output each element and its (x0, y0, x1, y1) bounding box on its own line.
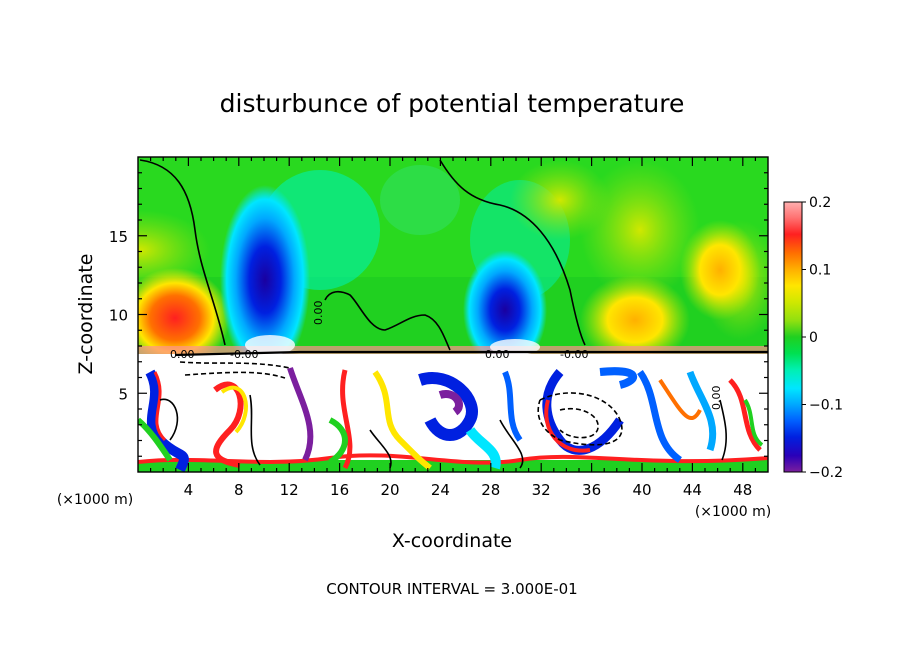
x-tick-label: 40 (632, 481, 651, 499)
x-tick-label: 12 (280, 481, 299, 499)
x-axis-label: X-coordinate (392, 530, 512, 552)
x-tick-label: 16 (330, 481, 349, 499)
x-tick-label: 24 (431, 481, 450, 499)
contour-label: 0.00 (485, 348, 510, 361)
contour-labels: 0.00 -0.00 0.00 -0.00 0.00 0.00 (170, 301, 723, 411)
axis-ticks (138, 157, 768, 472)
contour-label: 0.00 (170, 348, 195, 361)
colorbar-label: 0 (809, 330, 818, 346)
x-tick-label: 48 (733, 481, 752, 499)
x-tick-label: 4 (184, 481, 194, 499)
x-tick-label: 44 (683, 481, 702, 499)
x-tick-label: 36 (582, 481, 601, 499)
warm-anomaly-left (138, 268, 230, 368)
y-tick-label: 10 (109, 307, 128, 325)
chart-title: disturbunce of potential temperature (220, 89, 685, 118)
lower-layer (138, 354, 768, 472)
contour-label: 0.00 (312, 301, 325, 326)
x-tick-labels: 4 8 12 16 20 24 28 32 36 40 44 48 (184, 481, 753, 499)
x-tick-label: 32 (532, 481, 551, 499)
colorbar-label: 0.2 (809, 195, 831, 211)
contour-interval-note: CONTOUR INTERVAL = 3.000E-01 (326, 580, 577, 598)
x-tick-label: 20 (380, 481, 399, 499)
y-axis-label: Z-coordinate (75, 254, 97, 375)
x-unit-left: (×1000 m) (57, 492, 133, 508)
colorbar-labels: 0.2 0.1 0 −0.1 −0.2 (802, 195, 843, 481)
contour-label: 0.00 (710, 386, 723, 411)
y-tick-labels: 5 10 15 (109, 228, 128, 404)
warm-anomaly-40km (580, 275, 690, 365)
x-tick-label: 8 (234, 481, 244, 499)
x-tick-label: 28 (481, 481, 500, 499)
y-tick-label: 5 (118, 385, 128, 403)
cold-anomaly-12km (220, 185, 310, 375)
colorbar-label: −0.2 (809, 465, 843, 481)
colorbar-label: −0.1 (809, 398, 843, 414)
x-unit-right: (×1000 m) (695, 504, 771, 520)
contour-label: -0.00 (560, 348, 588, 361)
colorbar (783, 201, 803, 473)
contour-lines (139, 159, 768, 469)
contour-label: -0.00 (230, 348, 258, 361)
y-tick-label: 15 (109, 228, 128, 246)
colorbar-label: 0.1 (809, 263, 831, 279)
plot-field: 0.00 -0.00 0.00 -0.00 0.00 0.00 (138, 157, 768, 472)
